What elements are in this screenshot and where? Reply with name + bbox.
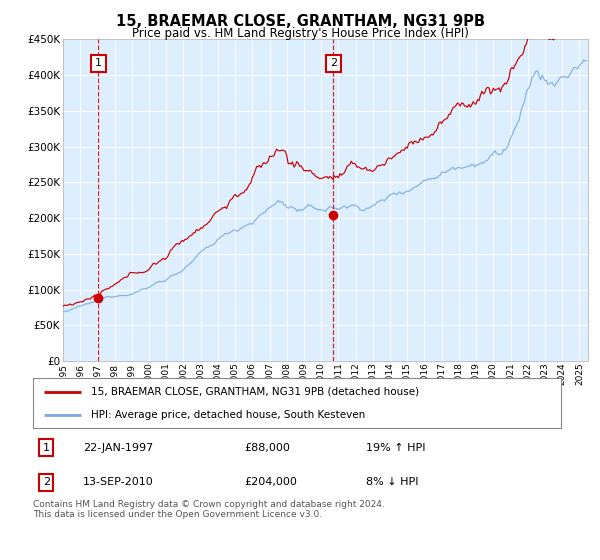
Text: 22-JAN-1997: 22-JAN-1997 [83,443,154,452]
Text: 15, BRAEMAR CLOSE, GRANTHAM, NG31 9PB: 15, BRAEMAR CLOSE, GRANTHAM, NG31 9PB [115,14,485,29]
Text: HPI: Average price, detached house, South Kesteven: HPI: Average price, detached house, Sout… [91,410,365,420]
Text: £88,000: £88,000 [244,443,290,452]
Text: 2: 2 [43,478,50,487]
Text: 15, BRAEMAR CLOSE, GRANTHAM, NG31 9PB (detached house): 15, BRAEMAR CLOSE, GRANTHAM, NG31 9PB (d… [91,386,419,396]
Text: 13-SEP-2010: 13-SEP-2010 [83,478,154,487]
Text: 8% ↓ HPI: 8% ↓ HPI [365,478,418,487]
Text: Contains HM Land Registry data © Crown copyright and database right 2024.
This d: Contains HM Land Registry data © Crown c… [33,500,385,520]
Text: 2: 2 [330,58,337,68]
Text: £204,000: £204,000 [244,478,297,487]
Text: 1: 1 [43,443,50,452]
Text: Price paid vs. HM Land Registry's House Price Index (HPI): Price paid vs. HM Land Registry's House … [131,27,469,40]
Text: 1: 1 [95,58,102,68]
Text: 19% ↑ HPI: 19% ↑ HPI [365,443,425,452]
